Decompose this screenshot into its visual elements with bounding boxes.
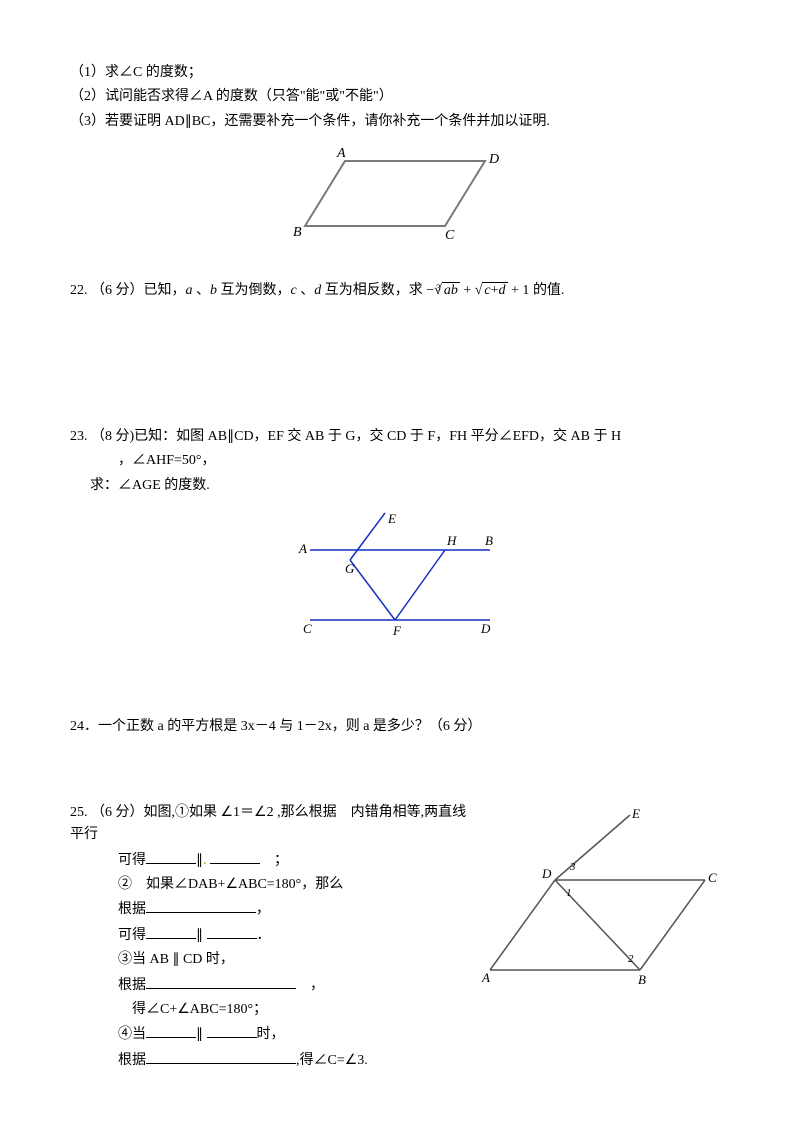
q21-part1: （1）求∠C 的度数； bbox=[70, 62, 730, 84]
svg-text:2: 2 bbox=[628, 953, 634, 965]
svg-text:1: 1 bbox=[566, 887, 572, 899]
q25-l5a: 可得 bbox=[118, 928, 146, 943]
svg-text:F: F bbox=[392, 623, 402, 638]
q23-figure: E A H B G C F D bbox=[70, 505, 730, 653]
svg-text:C: C bbox=[445, 228, 455, 243]
svg-text:C: C bbox=[303, 621, 312, 636]
q25-l9a: ④当 bbox=[118, 1027, 146, 1042]
q25-l10a: 根据 bbox=[118, 1053, 146, 1068]
blank bbox=[146, 924, 196, 939]
blank bbox=[207, 1023, 257, 1038]
q21-part2: （2）试问能否求得∠A 的度数（只答"能"或"不能"） bbox=[70, 86, 730, 108]
q25-l5c: ． bbox=[257, 928, 271, 943]
svg-text:A: A bbox=[336, 146, 346, 161]
q22-b: b bbox=[210, 283, 217, 298]
q25: 25. （6 分）如图,①如果 ∠1＝∠2 ,那么根据 内错角相等,两直线平行 … bbox=[70, 800, 730, 1074]
q22-num: 22. bbox=[70, 283, 88, 298]
blank bbox=[210, 849, 260, 864]
svg-text:C: C bbox=[708, 870, 717, 885]
q25-l6: ③当 AB ∥ CD 时， bbox=[70, 949, 470, 971]
svg-text:B: B bbox=[638, 972, 646, 987]
q25-l9b: ∥ bbox=[196, 1027, 203, 1042]
svg-text:D: D bbox=[480, 621, 491, 636]
q23-line2: ，∠AHF=50°， bbox=[70, 450, 730, 472]
q25-l2b: ∥ bbox=[196, 853, 203, 868]
svg-text:E: E bbox=[387, 511, 396, 526]
q25-l10: 根据 ,得∠C=∠3. bbox=[70, 1049, 470, 1072]
q25-l1: 25. （6 分）如图,①如果 ∠1＝∠2 ,那么根据 内错角相等,两直线平行 bbox=[70, 802, 470, 847]
q25-l2: 可得∥. ； bbox=[70, 849, 470, 872]
q25-l1a: （6 分）如图,①如果 bbox=[91, 805, 217, 820]
q23-line1: 23. （8 分)已知：如图 AB∥CD，EF 交 AB 于 G，交 CD 于 … bbox=[70, 426, 730, 448]
q22-expr: −3√ab + √c+d + 1 bbox=[426, 282, 533, 298]
q25-l7a: 根据 bbox=[118, 978, 146, 993]
q25-figure: A B C D E 1 2 3 bbox=[470, 800, 730, 998]
q21-part3: （3）若要证明 AD∥BC，还需要补充一个条件，请你补充一个条件并加以证明. bbox=[70, 111, 730, 133]
svg-text:H: H bbox=[446, 533, 457, 548]
q22-mid2: 互为相反数，求 bbox=[321, 283, 423, 298]
blank bbox=[146, 974, 296, 989]
q25-l8: 得∠C+∠ABC=180°； bbox=[70, 999, 470, 1021]
q25-l5b: ∥ bbox=[196, 928, 203, 943]
q25-l3: ② 如果∠DAB+∠ABC=180°，那么 bbox=[70, 874, 470, 896]
blank bbox=[146, 1023, 196, 1038]
q25-l9: ④当 ∥ 时， bbox=[70, 1023, 470, 1046]
q23-num: 23. bbox=[70, 429, 88, 444]
q22-c: c bbox=[291, 283, 297, 298]
svg-text:3: 3 bbox=[569, 861, 576, 873]
q24-text: 一个正数 a 的平方根是 3x－4 与 1－2x，则 a 是多少？（6 分） bbox=[98, 719, 481, 734]
q25-l10b: ,得∠C=∠3. bbox=[296, 1053, 368, 1068]
q25-l1ang: ∠1＝∠2 bbox=[221, 805, 274, 820]
q25-l2a: 可得 bbox=[118, 853, 146, 868]
q22-mid1: 互为倒数， bbox=[217, 283, 291, 298]
svg-text:D: D bbox=[488, 152, 499, 167]
q22-suffix: 的值. bbox=[533, 283, 565, 298]
q23-l1: （8 分)已知：如图 AB∥CD，EF 交 AB 于 G，交 CD 于 F，FH… bbox=[91, 429, 621, 444]
q25-l2c: ； bbox=[260, 853, 288, 868]
q25-l4a: 根据 bbox=[118, 902, 146, 917]
q24: 24．一个正数 a 的平方根是 3x－4 与 1－2x，则 a 是多少？（6 分… bbox=[70, 716, 730, 738]
svg-text:D: D bbox=[541, 866, 552, 881]
blank bbox=[146, 849, 196, 864]
q25-l9c: 时， bbox=[257, 1027, 285, 1042]
q25-num: 25. bbox=[70, 805, 88, 820]
q25-l4: 根据 ， bbox=[70, 898, 470, 921]
svg-text:B: B bbox=[293, 225, 302, 240]
q25-l4b: ， bbox=[256, 902, 270, 917]
svg-text:G: G bbox=[345, 561, 355, 576]
q24-num: 24． bbox=[70, 719, 98, 734]
q25-l5: 可得 ∥ ． bbox=[70, 924, 470, 947]
svg-text:A: A bbox=[298, 541, 307, 556]
q22-prefix: （6 分）已知， bbox=[91, 283, 186, 298]
blank bbox=[146, 1049, 296, 1064]
q22-a: a bbox=[186, 283, 193, 298]
svg-text:B: B bbox=[485, 533, 493, 548]
blank bbox=[146, 898, 256, 913]
q21-figure: A D B C bbox=[70, 141, 730, 259]
svg-text:E: E bbox=[631, 806, 640, 821]
q23-line3: 求：∠AGE 的度数. bbox=[70, 475, 730, 497]
q22: 22. （6 分）已知，a 、b 互为倒数，c 、d 互为相反数，求 −3√ab… bbox=[70, 280, 730, 302]
blank bbox=[207, 924, 257, 939]
q25-l7b: ， bbox=[296, 978, 324, 993]
q25-l7: 根据 ， bbox=[70, 974, 470, 997]
svg-text:A: A bbox=[481, 970, 490, 985]
